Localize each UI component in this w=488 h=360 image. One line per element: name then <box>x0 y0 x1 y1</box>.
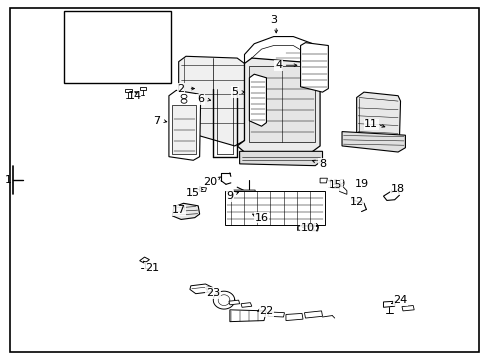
Polygon shape <box>285 314 303 320</box>
Text: 2: 2 <box>177 84 184 94</box>
Text: 15: 15 <box>328 180 341 190</box>
Text: 11: 11 <box>364 120 378 129</box>
Text: 14: 14 <box>127 91 142 101</box>
Text: 16: 16 <box>254 213 268 222</box>
Polygon shape <box>237 58 320 154</box>
Text: 18: 18 <box>390 184 405 194</box>
Polygon shape <box>383 301 395 307</box>
Polygon shape <box>298 226 318 231</box>
Text: 1: 1 <box>4 175 11 185</box>
Text: 4: 4 <box>275 60 282 70</box>
Text: 7: 7 <box>153 116 160 126</box>
Polygon shape <box>199 187 206 192</box>
Polygon shape <box>140 257 149 263</box>
Text: 13: 13 <box>69 44 83 54</box>
Text: 20: 20 <box>203 177 217 187</box>
Text: 17: 17 <box>171 206 185 216</box>
Polygon shape <box>172 203 199 220</box>
Text: 21: 21 <box>144 263 159 273</box>
Text: 9: 9 <box>226 191 233 201</box>
Polygon shape <box>249 66 315 142</box>
Text: 4: 4 <box>275 60 282 70</box>
Polygon shape <box>140 87 146 90</box>
Polygon shape <box>178 56 244 146</box>
Text: 5: 5 <box>231 87 238 97</box>
Text: 23: 23 <box>205 288 220 298</box>
Text: 7: 7 <box>153 116 160 126</box>
Text: 19: 19 <box>354 179 368 189</box>
Polygon shape <box>401 306 413 311</box>
Polygon shape <box>189 284 212 294</box>
Polygon shape <box>304 311 322 318</box>
Text: 8: 8 <box>318 159 325 169</box>
Polygon shape <box>82 34 109 72</box>
Text: 24: 24 <box>393 295 407 305</box>
Text: 20: 20 <box>203 177 217 187</box>
Text: 10: 10 <box>300 224 314 233</box>
Text: 15: 15 <box>325 180 339 190</box>
Polygon shape <box>172 105 195 154</box>
Text: 12: 12 <box>349 197 363 207</box>
Text: 22: 22 <box>259 306 273 316</box>
Polygon shape <box>224 191 325 225</box>
Polygon shape <box>229 310 266 321</box>
Text: 3: 3 <box>270 15 277 26</box>
Text: 24: 24 <box>393 295 407 305</box>
Polygon shape <box>228 300 239 305</box>
Text: 11: 11 <box>364 120 378 129</box>
Text: 6: 6 <box>197 94 203 104</box>
Polygon shape <box>233 190 255 196</box>
Polygon shape <box>249 74 266 126</box>
Bar <box>64 12 171 83</box>
Text: 23: 23 <box>205 288 220 298</box>
Polygon shape <box>383 191 399 201</box>
Polygon shape <box>341 132 405 152</box>
Polygon shape <box>239 151 322 166</box>
Polygon shape <box>125 89 132 92</box>
Polygon shape <box>244 37 317 76</box>
Polygon shape <box>168 90 200 160</box>
Polygon shape <box>241 303 251 307</box>
Text: 16: 16 <box>254 213 268 222</box>
Text: 8: 8 <box>318 159 325 169</box>
Text: 17: 17 <box>171 206 185 216</box>
Text: 10: 10 <box>305 224 319 233</box>
Text: 3: 3 <box>270 15 277 26</box>
Polygon shape <box>356 92 400 140</box>
Text: 19: 19 <box>332 179 346 189</box>
Text: 6: 6 <box>197 94 203 104</box>
Text: 9: 9 <box>226 191 233 201</box>
Text: 15: 15 <box>186 188 200 198</box>
Polygon shape <box>267 312 284 317</box>
Polygon shape <box>320 178 327 183</box>
Text: 18: 18 <box>390 184 405 194</box>
Text: 22: 22 <box>259 306 273 316</box>
Text: 15: 15 <box>186 188 200 198</box>
Polygon shape <box>331 184 346 194</box>
Polygon shape <box>300 42 328 92</box>
Text: 21: 21 <box>144 263 159 273</box>
Text: 5: 5 <box>231 87 238 97</box>
Text: 2: 2 <box>177 84 184 94</box>
Text: 12: 12 <box>349 197 363 207</box>
Polygon shape <box>111 34 138 72</box>
